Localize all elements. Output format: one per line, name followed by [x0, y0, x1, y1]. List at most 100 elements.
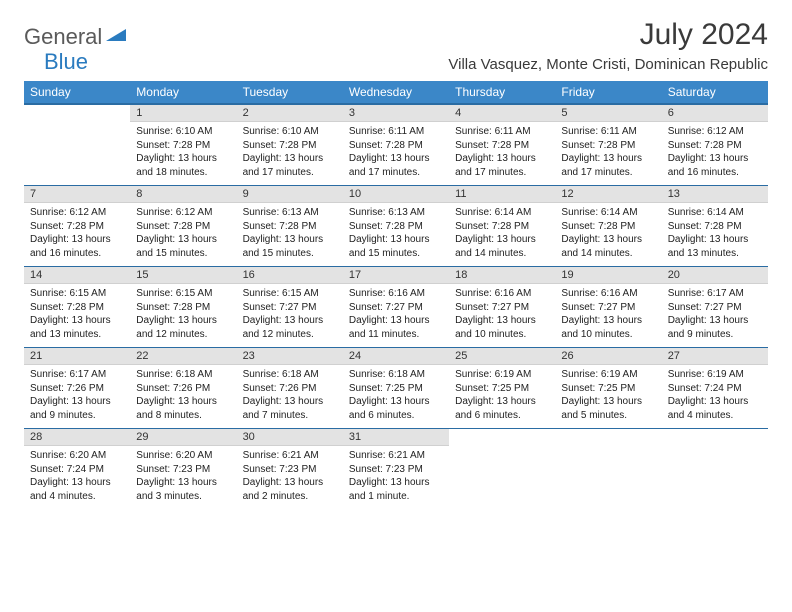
day-content-cell: Sunrise: 6:14 AMSunset: 7:28 PMDaylight:… — [555, 203, 661, 267]
day-number-cell: 13 — [662, 186, 768, 203]
sunrise-text: Sunrise: 6:16 AM — [455, 287, 549, 301]
daylight-text: Daylight: 13 hours and 10 minutes. — [455, 314, 549, 341]
day-content-cell: Sunrise: 6:14 AMSunset: 7:28 PMDaylight:… — [662, 203, 768, 267]
day-header: Thursday — [449, 81, 555, 104]
daylight-text: Daylight: 13 hours and 11 minutes. — [349, 314, 443, 341]
daylight-text: Daylight: 13 hours and 1 minute. — [349, 476, 443, 503]
day-content-cell: Sunrise: 6:16 AMSunset: 7:27 PMDaylight:… — [343, 284, 449, 348]
sunset-text: Sunset: 7:25 PM — [561, 382, 655, 396]
day-header: Sunday — [24, 81, 130, 104]
daylight-text: Daylight: 13 hours and 8 minutes. — [136, 395, 230, 422]
logo-text-general: General — [24, 24, 102, 50]
daylight-text: Daylight: 13 hours and 17 minutes. — [349, 152, 443, 179]
sunrise-text: Sunrise: 6:10 AM — [243, 125, 337, 139]
day-number-cell: 28 — [24, 429, 130, 446]
sunrise-text: Sunrise: 6:19 AM — [668, 368, 762, 382]
logo: General — [24, 24, 128, 50]
day-number-cell: 12 — [555, 186, 661, 203]
sunset-text: Sunset: 7:27 PM — [349, 301, 443, 315]
day-content-cell: Sunrise: 6:16 AMSunset: 7:27 PMDaylight:… — [449, 284, 555, 348]
sunrise-text: Sunrise: 6:21 AM — [349, 449, 443, 463]
day-content-cell: Sunrise: 6:20 AMSunset: 7:24 PMDaylight:… — [24, 446, 130, 510]
sunset-text: Sunset: 7:28 PM — [668, 139, 762, 153]
day-number-cell: 15 — [130, 267, 236, 284]
day-number-cell: 17 — [343, 267, 449, 284]
day-content-cell: Sunrise: 6:19 AMSunset: 7:25 PMDaylight:… — [449, 365, 555, 429]
day-content-cell: Sunrise: 6:17 AMSunset: 7:26 PMDaylight:… — [24, 365, 130, 429]
day-content-cell — [24, 122, 130, 186]
day-number-cell — [24, 104, 130, 122]
day-content-row: Sunrise: 6:15 AMSunset: 7:28 PM Daylight:… — [24, 284, 768, 348]
sunrise-text: Sunrise: 6:14 AM — [668, 206, 762, 220]
day-header-row: Sunday Monday Tuesday Wednesday Thursday… — [24, 81, 768, 104]
daylight-text: Daylight: 13 hours and 12 minutes. — [243, 314, 337, 341]
sunset-text: Sunset: 7:28 PM — [455, 139, 549, 153]
sunrise-text: Sunrise: 6:17 AM — [30, 368, 124, 382]
sunrise-text: Sunrise: 6:20 AM — [136, 449, 230, 463]
day-content-cell: Sunrise: 6:19 AMSunset: 7:25 PMDaylight:… — [555, 365, 661, 429]
daylight-text: Daylight: 13 hours and 15 minutes. — [243, 233, 337, 260]
sunrise-text: Sunrise: 6:16 AM — [349, 287, 443, 301]
daylight-text: Daylight: 13 hours and 5 minutes. — [561, 395, 655, 422]
day-number-cell: 26 — [555, 348, 661, 365]
daylight-text: Daylight: 13 hours and 16 minutes. — [30, 233, 124, 260]
day-content-cell: Sunrise: 6:21 AMSunset: 7:23 PMDaylight:… — [237, 446, 343, 510]
logo-text-blue: Blue — [44, 49, 88, 74]
day-content-cell: Sunrise: 6:15 AMSunset: 7:28 PMDaylight:… — [24, 284, 130, 348]
day-content-cell: Sunrise: 6:10 AMSunset: 7:28 PMDaylight:… — [237, 122, 343, 186]
sunset-text: Sunset: 7:28 PM — [561, 139, 655, 153]
month-title: July 2024 — [448, 18, 768, 52]
sunrise-text: Sunrise: 6:13 AM — [349, 206, 443, 220]
sunset-text: Sunset: 7:24 PM — [30, 463, 124, 477]
sunrise-text: Sunrise: 6:15 AM — [136, 287, 230, 301]
sunrise-text: Sunrise: 6:14 AM — [455, 206, 549, 220]
sunrise-text: Sunrise: 6:16 AM — [561, 287, 655, 301]
sunset-text: Sunset: 7:28 PM — [243, 220, 337, 234]
sunset-text: Sunset: 7:27 PM — [243, 301, 337, 315]
sunset-text: Sunset: 7:23 PM — [136, 463, 230, 477]
day-number-cell: 7 — [24, 186, 130, 203]
daylight-text: Daylight: 13 hours and 17 minutes. — [455, 152, 549, 179]
day-content-cell: Sunrise: 6:18 AMSunset: 7:26 PMDaylight:… — [130, 365, 236, 429]
day-header: Saturday — [662, 81, 768, 104]
sunrise-text: Sunrise: 6:19 AM — [561, 368, 655, 382]
daylight-text: Daylight: 13 hours and 17 minutes. — [561, 152, 655, 179]
sunset-text: Sunset: 7:26 PM — [136, 382, 230, 396]
daylight-text: Daylight: 13 hours and 15 minutes. — [349, 233, 443, 260]
day-number-cell: 5 — [555, 104, 661, 122]
sunset-text: Sunset: 7:28 PM — [136, 220, 230, 234]
day-number-cell: 6 — [662, 104, 768, 122]
sunrise-text: Sunrise: 6:12 AM — [136, 206, 230, 220]
sunset-text: Sunset: 7:27 PM — [561, 301, 655, 315]
sunset-text: Sunset: 7:28 PM — [30, 220, 124, 234]
daylight-text: Daylight: 13 hours and 17 minutes. — [243, 152, 337, 179]
sunset-text: Sunset: 7:28 PM — [136, 139, 230, 153]
day-number-cell: 14 — [24, 267, 130, 284]
day-content-row: Sunrise: 6:10 AMSunset: 7:28 PMDaylight:… — [24, 122, 768, 186]
sunrise-text: Sunrise: 6:14 AM — [561, 206, 655, 220]
sunset-text: Sunset: 7:23 PM — [243, 463, 337, 477]
day-number-row: 14151617181920 — [24, 267, 768, 284]
day-content-cell: Sunrise: 6:13 AMSunset: 7:28 PMDaylight:… — [343, 203, 449, 267]
day-number-cell: 23 — [237, 348, 343, 365]
daylight-text: Daylight: 13 hours and 18 minutes. — [136, 152, 230, 179]
day-number-cell: 22 — [130, 348, 236, 365]
day-number-cell: 11 — [449, 186, 555, 203]
day-number-cell: 2 — [237, 104, 343, 122]
sunrise-text: Sunrise: 6:11 AM — [561, 125, 655, 139]
sunset-text: Sunset: 7:28 PM — [136, 301, 230, 315]
day-content-cell — [555, 446, 661, 510]
day-content-cell: Sunrise: 6:15 AMSunset: 7:28 PMDaylight:… — [130, 284, 236, 348]
day-content-cell: Sunrise: 6:21 AMSunset: 7:23 PMDaylight:… — [343, 446, 449, 510]
sunrise-text: Sunrise: 6:11 AM — [455, 125, 549, 139]
day-number-cell: 20 — [662, 267, 768, 284]
sunset-text: Sunset: 7:25 PM — [455, 382, 549, 396]
daylight-text: Daylight: 13 hours and 14 minutes. — [455, 233, 549, 260]
day-content-cell: Sunrise: 6:19 AMSunset: 7:24 PMDaylight:… — [662, 365, 768, 429]
day-header: Monday — [130, 81, 236, 104]
sunset-text: Sunset: 7:28 PM — [243, 139, 337, 153]
day-number-row: 78910111213 — [24, 186, 768, 203]
daylight-text: Daylight: 13 hours and 2 minutes. — [243, 476, 337, 503]
daylight-text: Daylight: 13 hours and 10 minutes. — [561, 314, 655, 341]
sunset-text: Sunset: 7:28 PM — [349, 139, 443, 153]
